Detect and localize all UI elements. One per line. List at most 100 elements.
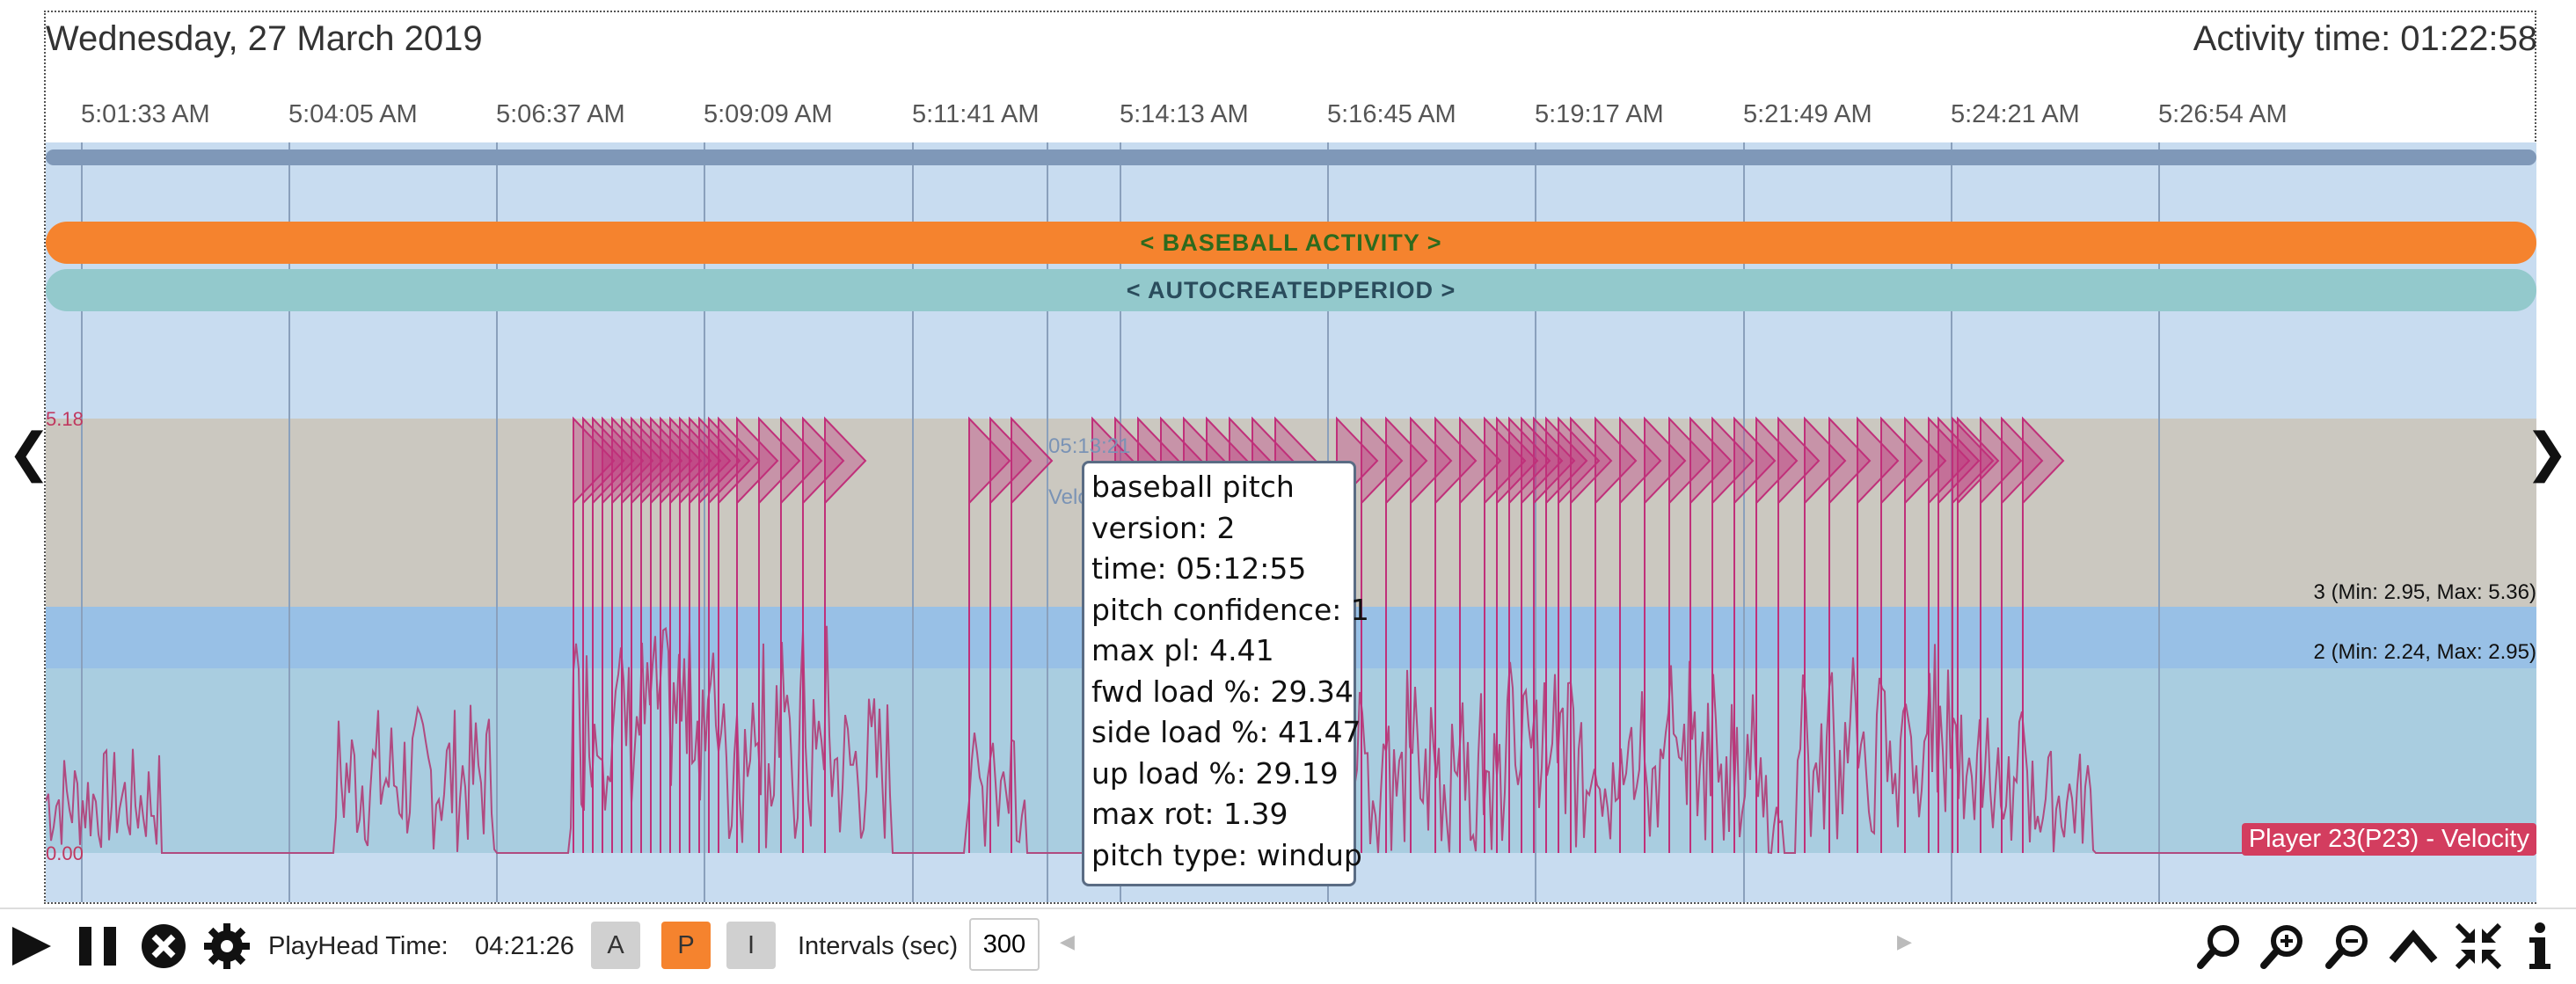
pitch-marker-flag[interactable] (1952, 416, 1995, 506)
pitch-marker-flag[interactable] (1828, 416, 1872, 506)
mode-i-button[interactable]: I (726, 922, 776, 969)
grid-line (704, 142, 705, 902)
pitch-marker-flag[interactable] (718, 416, 761, 506)
grid-line (288, 142, 290, 902)
pause-icon[interactable] (74, 922, 123, 971)
date-header: Wednesday, 27 March 2019 (46, 19, 483, 58)
compress-icon[interactable] (2454, 922, 2503, 971)
tooltip-line: fwd load %: 29.34 (1091, 674, 1354, 709)
time-tick: 5:11:41 AM (912, 100, 1040, 128)
cursor-time-label: 05:13:21 (1048, 434, 1131, 458)
pitch-marker-flag[interactable] (824, 416, 867, 506)
time-tick: 5:14:13 AM (1120, 100, 1249, 128)
tooltip-line: max rot: 1.39 (1091, 797, 1288, 831)
time-tick: 5:06:37 AM (496, 100, 625, 128)
intervals-label: Intervals (sec) (798, 932, 959, 960)
search-icon[interactable] (2195, 922, 2244, 971)
grid-line (912, 142, 914, 902)
grid-line (1047, 142, 1048, 902)
zoom-out-icon[interactable] (2324, 922, 2373, 971)
pitch-marker-flag[interactable] (1533, 416, 1576, 506)
pitch-marker-flag[interactable] (1880, 416, 1923, 506)
pitch-marker-flag[interactable] (1644, 416, 1687, 506)
mode-a-button[interactable]: A (591, 922, 640, 969)
activity-time: Activity time: 01:22:58 (2193, 19, 2537, 58)
tooltip-line: pitch type: windup (1091, 837, 1362, 872)
pitch-marker-flag[interactable] (1434, 416, 1478, 506)
pitch-marker-flag[interactable] (1385, 416, 1428, 506)
grid-line (496, 142, 498, 902)
play-icon[interactable] (7, 922, 56, 971)
close-circle-icon[interactable] (139, 922, 188, 971)
axis-max-label: 5.18 (46, 408, 84, 430)
pitch-marker-flag[interactable] (1857, 416, 1900, 506)
pitch-marker-flag[interactable] (1410, 416, 1453, 506)
pitch-marker-flag[interactable] (1804, 416, 1847, 506)
pitch-marker-flag[interactable] (2022, 416, 2065, 506)
playhead-label: PlayHead Time: (268, 932, 449, 960)
tooltip-line: baseball pitch (1091, 470, 1295, 504)
axis-min-label: 0.00 (46, 842, 84, 864)
pitch-marker-flag[interactable] (1361, 416, 1404, 506)
pitch-marker-flag[interactable] (1711, 416, 1755, 506)
zoom-in-icon[interactable] (2259, 922, 2308, 971)
pitch-marker-flag[interactable] (758, 416, 801, 506)
time-tick: 5:21:49 AM (1743, 100, 1872, 128)
next-chevron-icon[interactable]: ❯ (2524, 423, 2569, 482)
time-tick: 5:04:05 AM (288, 100, 418, 128)
pitch-marker-flag[interactable] (1904, 416, 1947, 506)
band-3-label: 3 (Min: 2.95, Max: 5.36) (2313, 580, 2536, 604)
pitch-marker-flag[interactable] (1755, 416, 1799, 506)
tooltip-line: pitch confidence: 1 (1091, 592, 1369, 627)
pitch-marker-flag[interactable] (1508, 416, 1551, 506)
intervals-input[interactable] (969, 918, 1040, 971)
pitch-marker-flag[interactable] (1619, 416, 1662, 506)
tooltip-line: version: 2 (1091, 510, 1236, 545)
scroll-right-icon[interactable]: ▶ (1897, 930, 1912, 952)
bottom-toolbar: PlayHead Time: 04:21:26 A P I Intervals … (0, 907, 2576, 984)
grid-line (81, 142, 83, 902)
player-series-badge[interactable]: Player 23(P23) - Velocity (2241, 823, 2536, 856)
previous-chevron-icon[interactable]: ❮ (7, 423, 52, 482)
time-tick: 5:09:09 AM (704, 100, 833, 128)
pitch-marker-flag[interactable] (1733, 416, 1777, 506)
gear-icon[interactable] (202, 922, 252, 971)
pitch-marker-flag[interactable] (1689, 416, 1733, 506)
baseball-activity-period[interactable]: < BASEBALL ACTIVITY > (46, 222, 2536, 264)
scroll-left-icon[interactable]: ◀ (1060, 930, 1075, 952)
grid-line (1535, 142, 1536, 902)
pitch-marker-flag[interactable] (1957, 416, 2000, 506)
pitch-marker-flag[interactable] (736, 416, 779, 506)
tooltip-line: side load %: 41.47 (1091, 715, 1361, 749)
tooltip-line: up load %: 29.19 (1091, 755, 1339, 791)
time-tick: 5:19:17 AM (1535, 100, 1664, 128)
playhead-value: 04:21:26 (475, 932, 574, 960)
band-2-label: 2 (Min: 2.24, Max: 2.95) (2313, 640, 2536, 664)
pitch-marker-flag[interactable] (1594, 416, 1638, 506)
tooltip-line: max pl: 4.41 (1091, 633, 1274, 667)
overview-scrollbar[interactable] (46, 149, 2536, 165)
mode-p-button[interactable]: P (661, 922, 711, 969)
pitch-marker-flag[interactable] (1496, 416, 1539, 506)
tooltip-line: time: 05:12:55 (1091, 551, 1307, 586)
time-tick: 5:01:33 AM (81, 100, 210, 128)
grid-line (1743, 142, 1745, 902)
pitch-marker-flag[interactable] (802, 416, 845, 506)
pitch-marker-flag[interactable] (1484, 416, 1527, 506)
time-tick: 5:24:21 AM (1951, 100, 2080, 128)
autocreated-period[interactable]: < AUTOCREATEDPERIOD > (46, 269, 2536, 311)
info-icon[interactable] (2522, 922, 2558, 971)
pitch-marker-flag[interactable] (1558, 416, 1601, 506)
time-tick: 5:16:45 AM (1327, 100, 1456, 128)
chevron-up-icon[interactable] (2389, 922, 2438, 971)
pitch-marker-flag[interactable] (1545, 416, 1588, 506)
pitch-marker-flag[interactable] (780, 416, 823, 506)
pitch-marker-flag[interactable] (1011, 416, 1054, 506)
pitch-marker-flag[interactable] (1570, 416, 1613, 506)
grid-line (2158, 142, 2160, 902)
pitch-marker-flag[interactable] (1521, 416, 1564, 506)
pitch-marker-flag[interactable] (1777, 416, 1821, 506)
time-tick: 5:26:54 AM (2158, 100, 2288, 128)
timeline-area[interactable]: < BASEBALL ACTIVITY > < AUTOCREATEDPERIO… (46, 142, 2536, 902)
pitch-marker-flag[interactable] (1459, 416, 1502, 506)
